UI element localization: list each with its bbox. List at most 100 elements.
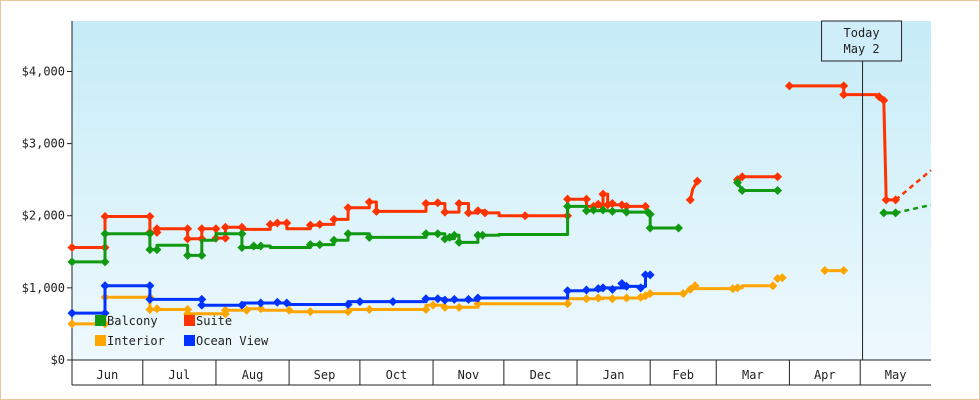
data-point [622,281,632,291]
data-point [673,223,683,233]
data-point [67,308,77,318]
data-point [152,304,162,314]
today-marker: Today May 2 [821,20,903,360]
data-point [183,250,193,260]
data-point [421,305,431,315]
data-point [433,229,443,239]
series-interior [67,266,849,329]
projection-line [894,169,932,201]
data-point [197,294,207,304]
data-point [272,218,282,228]
data-point [820,266,830,276]
data-point [473,206,483,216]
month-label: Dec [530,368,552,382]
data-point [520,211,530,221]
x-axis: Jun Jul Aug Sep Oct Nov Dec Jan Feb Mar Apr May [72,359,931,386]
data-point [607,198,617,208]
data-point [315,219,325,229]
data-point [388,297,398,307]
projection-line [895,203,932,215]
data-point [220,305,230,315]
data-point [145,294,155,304]
data-point [581,206,591,216]
data-point [145,245,155,255]
data-point [440,207,450,217]
month-label: Oct [386,368,408,382]
data-point [364,197,374,207]
legend-swatch [184,315,195,326]
data-point [640,270,650,280]
data-point [237,222,247,232]
legend-label: Suite [196,314,232,328]
data-point [371,206,381,216]
data-point [152,245,162,255]
data-point [732,178,742,188]
data-point [622,207,632,217]
data-point [879,95,889,105]
data-point [732,283,742,293]
data-point [272,297,282,307]
data-point [607,294,617,304]
series-layer [67,81,932,329]
today-box [821,20,903,62]
legend-item-suite: Suite [184,314,232,328]
data-point [607,206,617,216]
data-point [421,229,431,239]
y-tick-label: $0 [51,353,65,367]
data-point [421,198,431,208]
month-label: Jul [169,368,191,382]
data-point [563,299,573,309]
data-point [421,294,431,304]
legend-swatch [95,335,106,346]
data-point [593,199,603,209]
data-point [598,205,608,215]
legend-label: Interior [107,334,165,348]
data-point [265,219,275,229]
today-date: May 2 [844,42,880,56]
data-point [428,300,438,310]
month-label: Nov [458,368,480,382]
data-point [839,81,849,91]
data-point [343,299,353,309]
data-point [197,300,207,310]
data-point [364,232,374,242]
data-point [473,293,483,303]
data-point [581,294,591,304]
data-point [355,297,365,307]
data-point [67,242,77,252]
y-tick-label: $3,000 [22,137,65,151]
data-point [305,220,315,230]
data-point [152,224,162,234]
data-point [692,176,702,186]
data-point [145,229,155,239]
month-label: Feb [672,368,694,382]
data-point [773,186,783,195]
data-point [839,90,849,100]
data-point [563,194,573,204]
data-point [581,285,591,295]
data-point [607,284,617,294]
today-label: Today [844,26,880,40]
data-point [197,250,207,260]
data-point [211,224,221,234]
data-point [589,205,599,215]
data-point [581,194,591,204]
month-label: Sep [314,368,336,382]
data-point [220,222,230,232]
data-point [237,242,247,252]
data-point [237,300,247,310]
data-point [305,240,315,250]
data-point [737,172,747,182]
data-point [256,241,266,251]
data-point [364,305,374,315]
month-label: Mar [742,368,764,382]
data-point [563,201,573,211]
data-point [473,230,483,240]
data-point [645,270,655,280]
legend: Balcony Suite Interior Ocean View [95,314,269,348]
data-point [249,241,259,251]
data-point [636,283,646,293]
month-label: Apr [814,368,836,382]
data-point [440,295,450,305]
